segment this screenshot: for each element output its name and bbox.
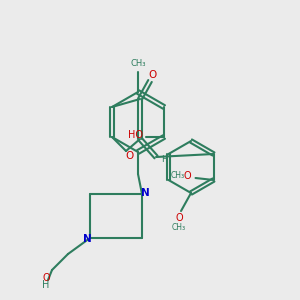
Text: O: O [125,151,133,161]
Text: O: O [184,171,191,181]
Text: N: N [141,188,149,198]
Text: O: O [42,273,50,283]
Text: O: O [148,70,156,80]
Text: N: N [82,234,91,244]
Text: CH₃: CH₃ [172,223,186,232]
Text: HO: HO [128,130,143,140]
Text: CH₃: CH₃ [130,59,146,68]
Text: H: H [42,280,50,290]
Text: O: O [175,213,183,223]
Text: H: H [160,154,167,164]
Text: CH₃: CH₃ [170,172,184,181]
